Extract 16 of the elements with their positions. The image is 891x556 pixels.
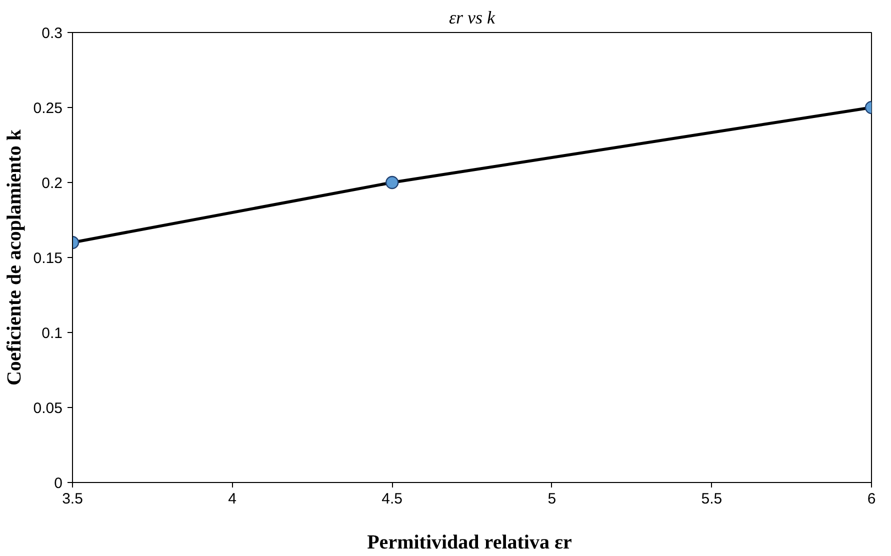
x-axis-title: Permitividad relativa εr — [367, 532, 572, 554]
x-tick-label: 5.5 — [701, 490, 722, 508]
y-tick-label: 0.25 — [33, 100, 63, 117]
y-tick-label: 0.2 — [42, 175, 63, 192]
y-tick-label: 0 — [54, 475, 62, 492]
chart-title: εr vs k — [448, 8, 496, 28]
y-axis-title: Coeficiente de acoplamiento k — [3, 128, 26, 386]
y-tick-label: 0.3 — [42, 25, 63, 42]
y-tick-label: 0.15 — [33, 250, 63, 267]
y-tick-label: 0.1 — [42, 325, 63, 342]
x-tick-label: 4 — [228, 490, 236, 508]
x-tick-label: 5 — [548, 490, 556, 508]
y-tick-label: 0.05 — [33, 400, 63, 417]
x-tick-label: 3.5 — [62, 490, 83, 508]
x-tick-label: 4.5 — [382, 490, 403, 508]
x-tick-label: 6 — [867, 490, 876, 508]
